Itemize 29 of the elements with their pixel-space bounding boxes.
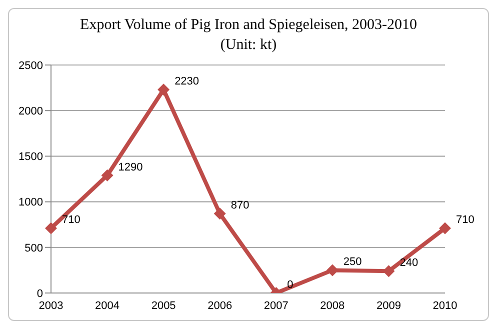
x-tick-label: 2003 — [38, 300, 64, 312]
x-tick-label: 2007 — [264, 300, 288, 312]
point — [326, 264, 338, 276]
point — [158, 84, 170, 96]
chart-subtitle: (Unit: kt) — [219, 36, 278, 55]
x-tick-label: 2010 — [432, 300, 458, 312]
data-label: 2230 — [174, 76, 200, 88]
x-tick-label: 2006 — [208, 300, 232, 312]
y-tick-label: 1000 — [18, 196, 43, 209]
x-tick-label: 2005 — [151, 300, 176, 312]
y-tick-label: 1500 — [18, 151, 43, 164]
data-label: 240 — [400, 257, 418, 270]
y-tick-label: 2500 — [18, 60, 43, 72]
data-label: 710 — [456, 214, 474, 226]
y-tick-label: 500 — [24, 242, 43, 254]
point — [439, 222, 451, 234]
data-label: 250 — [343, 256, 362, 268]
point — [214, 208, 226, 220]
data-label: 1290 — [118, 161, 143, 174]
x-tick-label: 2004 — [95, 300, 120, 312]
x-tick-label: 2008 — [320, 300, 345, 312]
point — [101, 169, 114, 182]
point — [45, 222, 57, 234]
data-label: 710 — [62, 214, 80, 226]
y-tick-label: 0 — [36, 288, 43, 300]
x-tick-label: 2009 — [376, 300, 401, 312]
y-tick-label: 2000 — [18, 106, 43, 118]
chart-title: Export Volume of Pig Iron and Spiegeleisen, 2003-2010 — [79, 16, 418, 35]
data-label: 870 — [230, 200, 250, 212]
